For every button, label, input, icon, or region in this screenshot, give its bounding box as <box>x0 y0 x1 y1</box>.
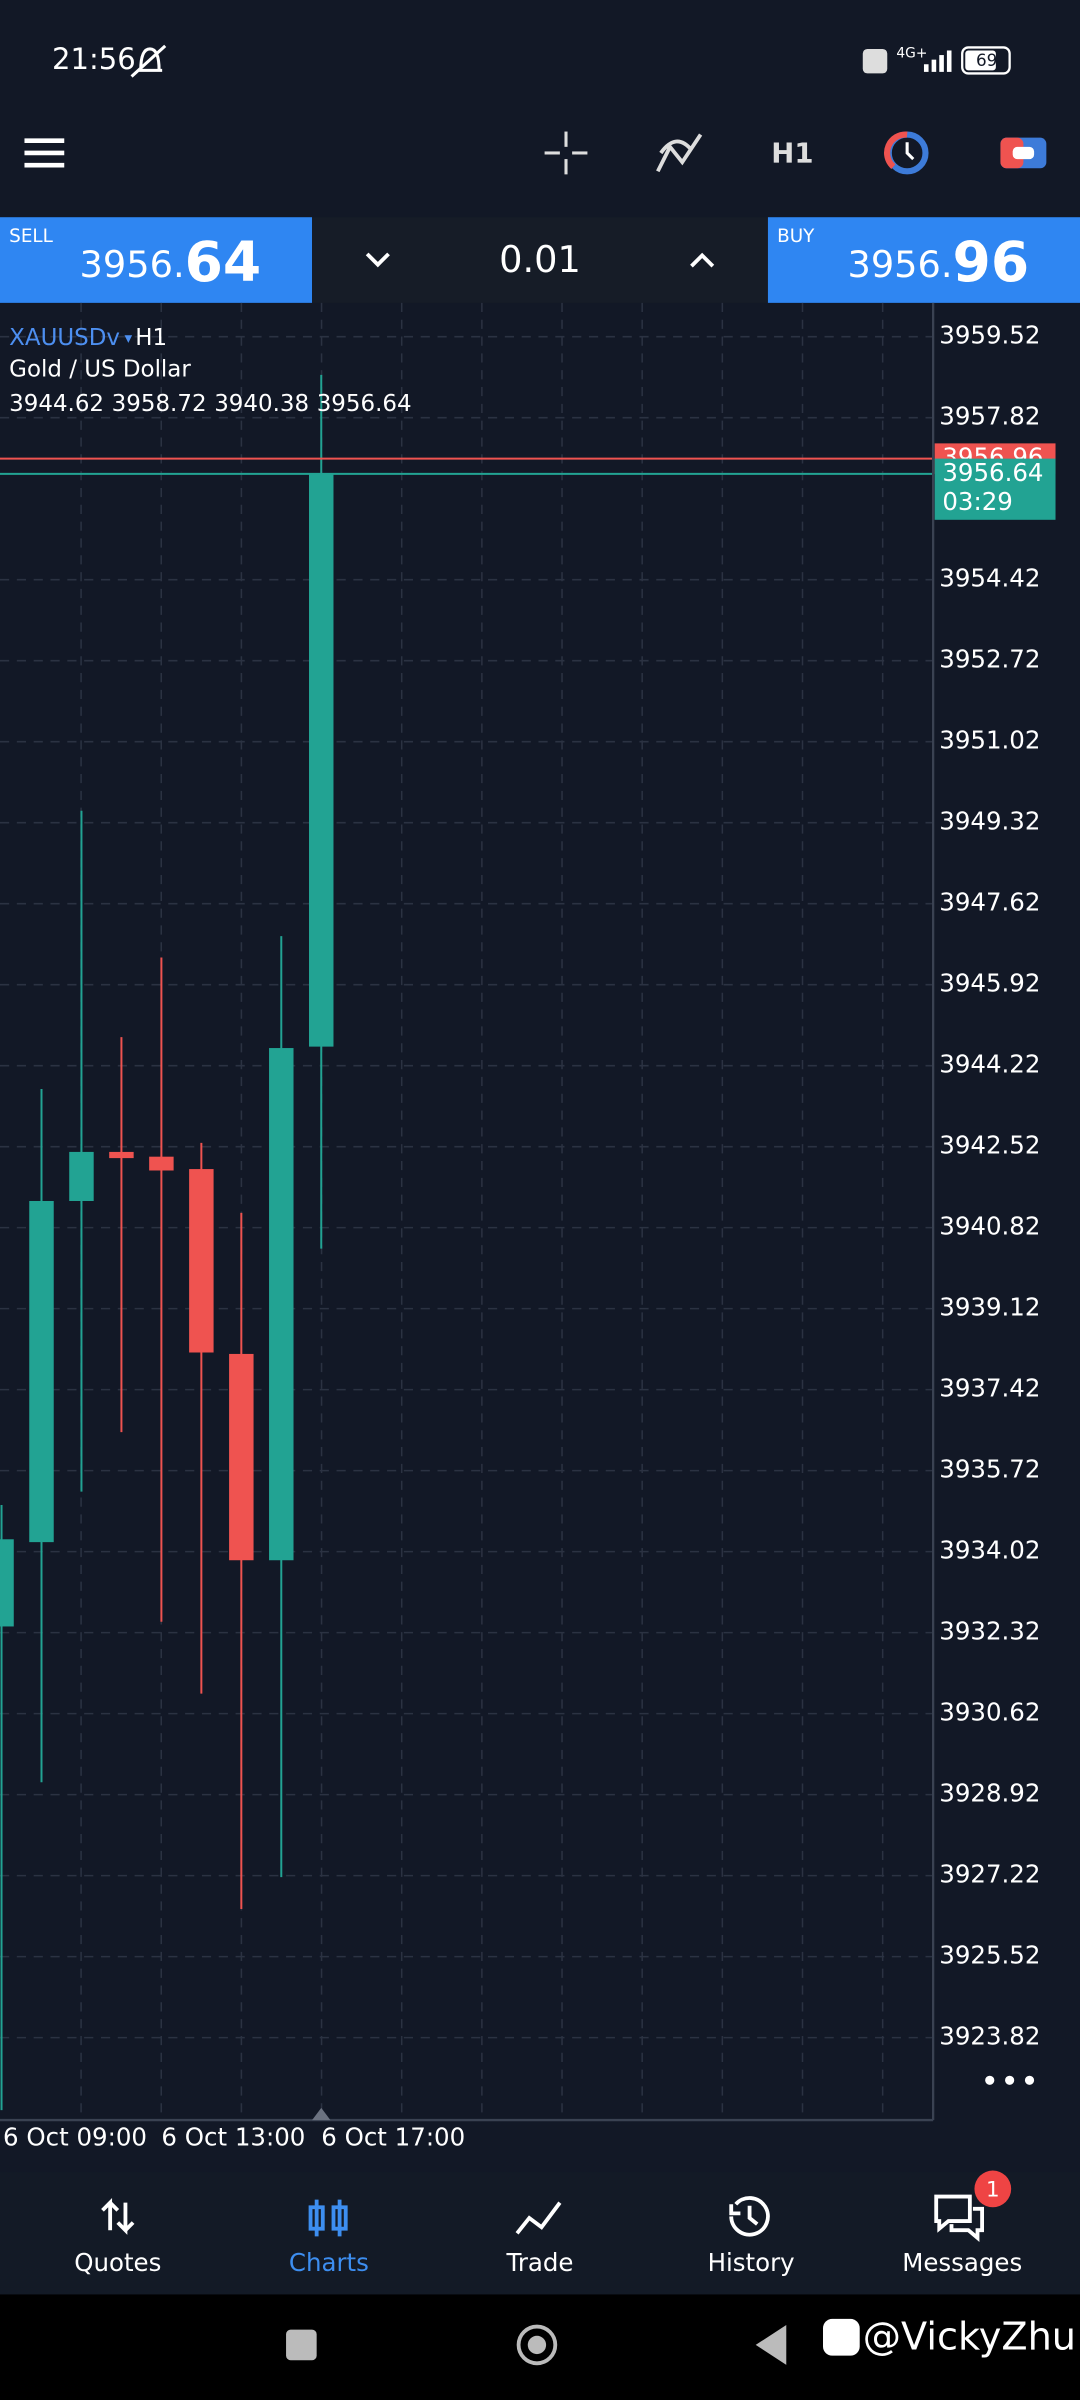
buy-price-main: 3956. <box>847 243 952 286</box>
home-dot <box>527 2335 547 2355</box>
network-type: 4G+ <box>896 46 927 62</box>
y-tick-label: 3947.62 <box>939 888 1040 917</box>
signal-icon <box>923 50 952 72</box>
buy-button[interactable] <box>767 217 1080 303</box>
timeframe-button[interactable]: H1 <box>771 137 813 169</box>
nav-icon[interactable] <box>101 2198 135 2235</box>
volte-icon <box>862 48 888 74</box>
x-tick-label: 6 Oct 17:00 <box>321 2122 465 2151</box>
y-tick-label: 3939.12 <box>939 1293 1040 1322</box>
ohlc-value: 3940.38 <box>214 390 309 416</box>
candle-body <box>109 1151 134 1159</box>
trade-button[interactable] <box>1000 137 1047 169</box>
nav-icons <box>101 2194 985 2242</box>
battery-level <box>965 50 996 71</box>
nav-label[interactable]: Trade <box>505 2248 573 2277</box>
buy-price-big: 96 <box>953 230 1030 294</box>
nav-label[interactable]: Quotes <box>74 2248 161 2277</box>
chart-legend: XAUUSDv ▾ H1 <box>9 325 167 351</box>
candle-body <box>69 1151 94 1201</box>
back-button[interactable] <box>755 2325 787 2365</box>
candle-body <box>29 1200 54 1543</box>
watermark: @VickyZhu <box>863 2315 1076 2359</box>
bid-label: 3956.64 <box>942 458 1043 487</box>
sell-price-main: 3956. <box>80 243 185 286</box>
volume-up[interactable] <box>690 252 715 268</box>
x-tick-label: 6 Oct 09:00 <box>3 2122 147 2151</box>
mute-icon <box>130 44 167 78</box>
battery-icon <box>961 46 1011 75</box>
volume-panel <box>312 217 768 303</box>
volume-down[interactable] <box>365 252 390 268</box>
fb-icon <box>823 2318 860 2356</box>
y-tick-label: 3945.92 <box>939 969 1040 998</box>
candle-body <box>309 473 334 1047</box>
chart <box>0 302 934 2121</box>
y-tick-label: 3944.22 <box>939 1050 1040 1079</box>
legend-timeframe: H1 <box>135 325 167 351</box>
menu-button[interactable] <box>24 138 65 168</box>
y-tick-label: 3954.42 <box>939 564 1040 593</box>
ohlc-value: 3944.62 <box>9 390 104 416</box>
buy-label: BUY <box>777 226 815 247</box>
sell-button[interactable] <box>0 217 313 303</box>
y-tick-label: 3959.52 <box>939 321 1040 350</box>
y-tick-label: 3928.92 <box>939 1779 1040 1808</box>
candle-body <box>0 1539 14 1627</box>
bid-label-box <box>934 458 1056 520</box>
nav-icon[interactable] <box>308 2199 348 2237</box>
candle-body <box>229 1353 254 1561</box>
y-tick-label: 3957.82 <box>939 402 1040 431</box>
indicators-button[interactable] <box>656 133 703 173</box>
y-tick-label: 3937.42 <box>939 1374 1040 1403</box>
recent-button[interactable] <box>286 2329 317 2361</box>
candle-body <box>189 1169 214 1353</box>
y-tick-label: 3949.32 <box>939 807 1040 836</box>
nav-icon[interactable] <box>515 2201 562 2235</box>
y-tick-label: 3934.02 <box>939 1536 1040 1565</box>
badge <box>974 2170 1012 2208</box>
y-tick-label: 3951.02 <box>939 726 1040 755</box>
volume-value[interactable]: 0.01 <box>499 238 581 281</box>
candle-body <box>149 1156 174 1171</box>
buy-price: 3956.96 <box>847 230 1029 294</box>
nav-label[interactable]: Messages <box>902 2248 1022 2277</box>
sell-price-big: 64 <box>185 230 262 294</box>
nav-icon[interactable] <box>729 2196 770 2237</box>
nav-bar <box>0 2172 1080 2295</box>
scroll-marker <box>312 2107 331 2121</box>
nav-icon[interactable] <box>934 2194 985 2242</box>
badge-count: 1 <box>986 2177 1000 2202</box>
status-time: 21:56 <box>52 42 136 76</box>
nav-label[interactable]: History <box>708 2248 795 2277</box>
y-tick-label: 3930.62 <box>939 1698 1040 1727</box>
ohlc-value: 3958.72 <box>112 390 207 416</box>
symbol: XAUUSDv <box>9 325 120 351</box>
battery-text: 69 <box>976 50 997 70</box>
y-tick-label: 3952.72 <box>939 645 1040 674</box>
y-tick-label: 3935.72 <box>939 1455 1040 1484</box>
y-tick-label: 3942.52 <box>939 1131 1040 1160</box>
y-tick-label: 3923.82 <box>939 2022 1040 2051</box>
nav-label[interactable]: Charts <box>289 2248 369 2277</box>
ohlc-values: 3944.62 3958.72 3940.38 3956.64 <box>9 390 411 416</box>
y-tick-label: 3927.22 <box>939 1860 1040 1889</box>
crosshair-button[interactable] <box>544 131 588 175</box>
y-tick-label: 3925.52 <box>939 1941 1040 1970</box>
x-tick-label: 6 Oct 13:00 <box>161 2122 305 2151</box>
bar-timer: 03:29 <box>942 487 1013 516</box>
more-button[interactable] <box>985 2075 1035 2085</box>
sell-price: 3956.64 <box>80 230 262 294</box>
one-click-button[interactable] <box>884 131 929 175</box>
symbol-description: Gold / US Dollar <box>9 357 191 383</box>
y-tick-label: 3932.32 <box>939 1617 1040 1646</box>
y-tick-label: 3940.82 <box>939 1212 1040 1241</box>
ohlc-value: 3956.64 <box>317 390 412 416</box>
sell-label: SELL <box>9 226 53 247</box>
home-button[interactable] <box>516 2324 558 2366</box>
candle-body <box>269 1048 294 1561</box>
